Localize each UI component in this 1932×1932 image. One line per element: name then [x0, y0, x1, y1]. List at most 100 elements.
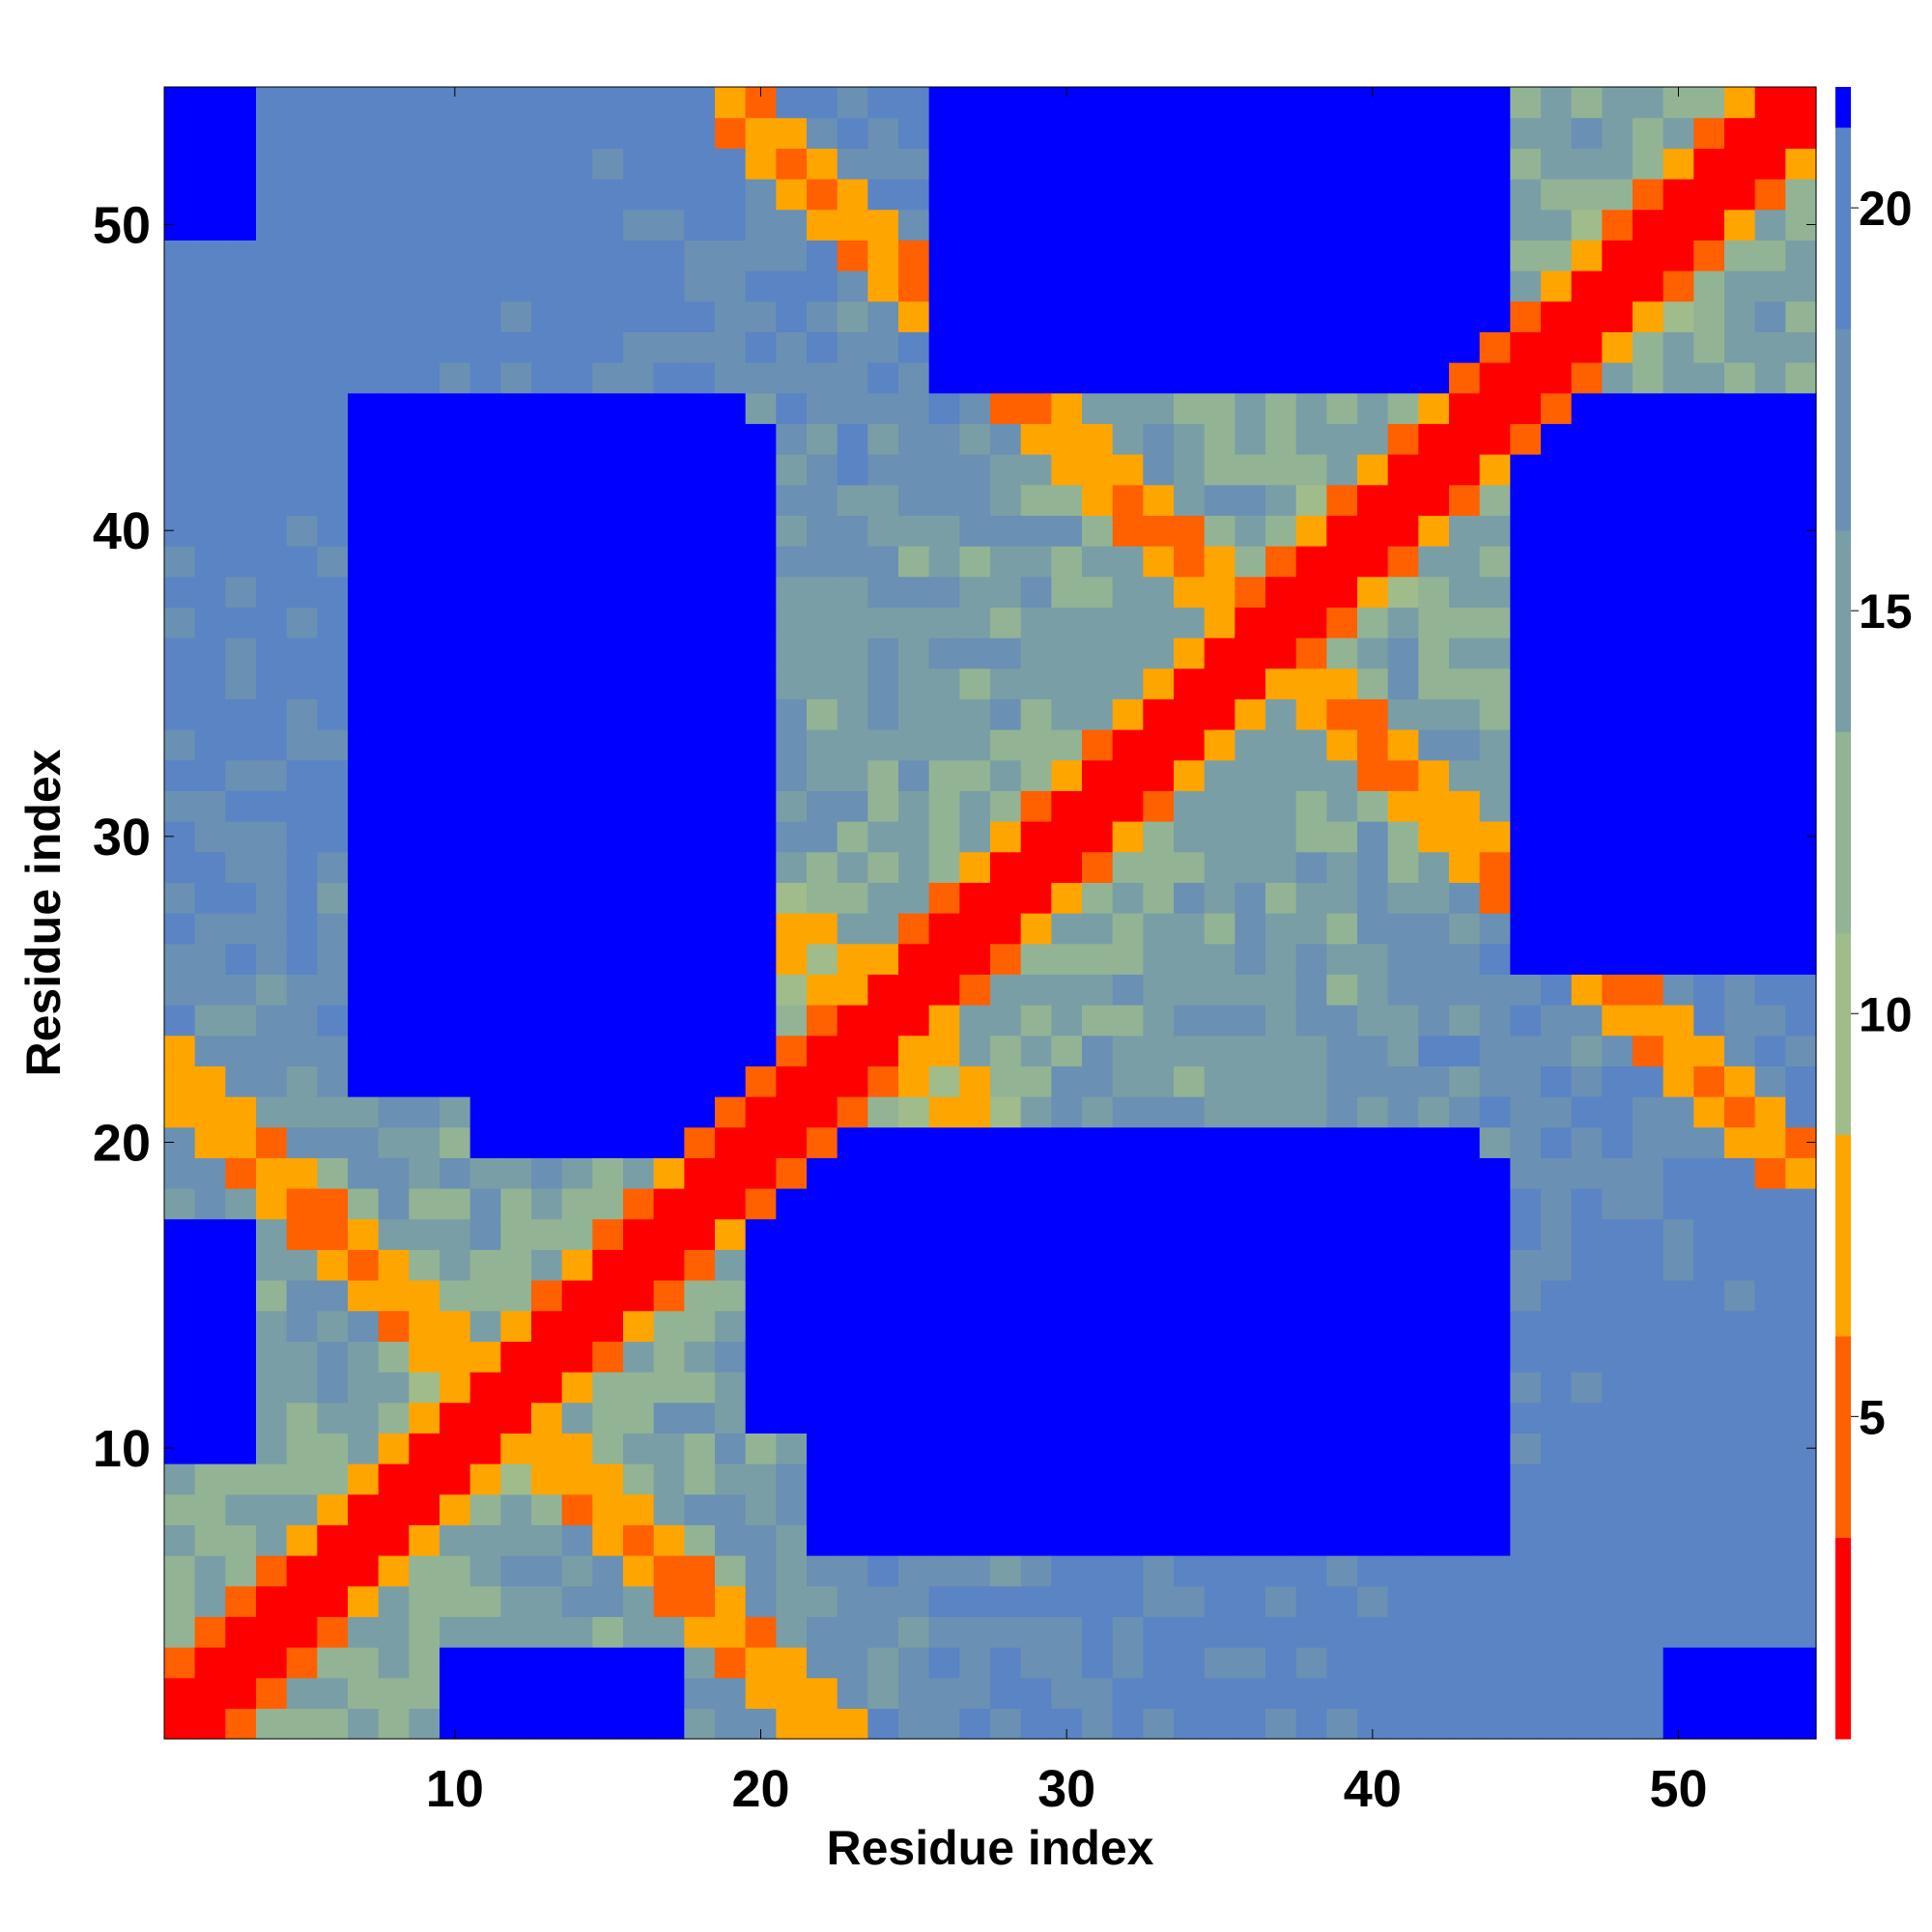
heatmap-cell [1082, 668, 1114, 699]
heatmap-cell [1326, 1065, 1358, 1097]
heatmap-cell [807, 1035, 838, 1066]
heatmap-cell [469, 1585, 501, 1617]
heatmap-cell [776, 1035, 808, 1066]
heatmap-cell [1326, 362, 1358, 394]
heatmap-cell [1326, 668, 1358, 699]
heatmap-cell [592, 1555, 624, 1587]
heatmap-cell [715, 698, 747, 730]
heatmap-cell [500, 240, 532, 271]
heatmap-cell [1174, 1433, 1206, 1464]
heatmap-cell [990, 240, 1022, 271]
heatmap-cell [1754, 729, 1786, 761]
heatmap-cell [348, 759, 380, 791]
heatmap-cell [837, 1616, 868, 1648]
heatmap-cell [959, 1372, 991, 1404]
heatmap-cell [1571, 607, 1603, 639]
heatmap-cell [715, 515, 747, 547]
heatmap-cell [1541, 484, 1573, 516]
heatmap-cell [1235, 1310, 1266, 1342]
heatmap-cell [164, 300, 196, 332]
heatmap-cell [1143, 1708, 1175, 1740]
heatmap-cell [1265, 1372, 1297, 1404]
heatmap-cell [409, 546, 440, 578]
heatmap-cell [592, 576, 624, 608]
heatmap-cell [378, 484, 410, 516]
heatmap-cell [592, 698, 624, 730]
heatmap-cell [990, 1310, 1022, 1342]
heatmap-cell [898, 790, 930, 822]
heatmap-cell [1785, 790, 1817, 822]
heatmap-cell [990, 423, 1022, 455]
heatmap-cell [1693, 117, 1725, 149]
heatmap-cell [1051, 546, 1083, 578]
heatmap-cell [1571, 179, 1603, 211]
heatmap-cell [745, 759, 777, 791]
heatmap-cell [256, 331, 288, 363]
heatmap-cell [1479, 484, 1511, 516]
heatmap-cell [776, 1708, 808, 1740]
heatmap-cell [1295, 423, 1327, 455]
heatmap-cell [440, 1677, 471, 1709]
heatmap-cell [1571, 1708, 1603, 1740]
heatmap-cell [409, 821, 440, 853]
heatmap-cell [837, 1647, 868, 1679]
heatmap-cell [317, 1402, 349, 1434]
heatmap-cell [469, 1463, 501, 1495]
heatmap-cell [440, 638, 471, 669]
heatmap-cell [592, 1708, 624, 1740]
heatmap-cell [1143, 1005, 1175, 1037]
heatmap-cell [1754, 1065, 1786, 1097]
heatmap-cell [348, 454, 380, 486]
heatmap-cell [745, 423, 777, 455]
heatmap-cell [1571, 668, 1603, 699]
heatmap-cell [745, 943, 777, 975]
heatmap-cell [1265, 87, 1297, 119]
heatmap-cell [469, 1218, 501, 1250]
heatmap-cell [1693, 821, 1725, 853]
heatmap-cell [1571, 882, 1603, 914]
heatmap-cell [1020, 1126, 1052, 1158]
heatmap-cell [1479, 607, 1511, 639]
heatmap-cell [807, 790, 838, 822]
heatmap-cell [1541, 1126, 1573, 1158]
heatmap-cell [225, 1555, 257, 1587]
heatmap-cell [500, 1005, 532, 1037]
heatmap-cell [317, 638, 349, 669]
heatmap-cell [1051, 1585, 1083, 1617]
heatmap-cell [715, 423, 747, 455]
heatmap-cell [1754, 668, 1786, 699]
heatmap-cell [592, 1188, 624, 1220]
heatmap-cell [1265, 851, 1297, 883]
heatmap-cell [1295, 790, 1327, 822]
heatmap-cell [867, 1126, 899, 1158]
heatmap-cell [1235, 882, 1266, 914]
heatmap-cell [469, 638, 501, 669]
heatmap-cell [225, 882, 257, 914]
heatmap-cell [1571, 1616, 1603, 1648]
heatmap-cell [225, 1493, 257, 1525]
heatmap-cell [348, 790, 380, 822]
heatmap-cell [1051, 1157, 1083, 1189]
heatmap-cell [592, 1372, 624, 1404]
heatmap-cell [1449, 1616, 1481, 1648]
heatmap-cell [653, 546, 685, 578]
heatmap-cell [1357, 698, 1389, 730]
heatmap-cell [1082, 882, 1114, 914]
heatmap-cell [898, 1126, 930, 1158]
colorbar-tick-label: 10 [1859, 987, 1913, 1041]
heatmap-cell [959, 423, 991, 455]
heatmap-cell [1724, 729, 1756, 761]
heatmap-cell [1265, 1647, 1297, 1679]
heatmap-cell [1387, 1463, 1419, 1495]
heatmap-cell [469, 423, 501, 455]
heatmap-cell [1020, 179, 1052, 211]
heatmap-cell [898, 974, 930, 1006]
heatmap-cell [959, 87, 991, 119]
heatmap-cell [1357, 974, 1389, 1006]
heatmap-cell [1449, 1585, 1481, 1617]
heatmap-cell [1326, 1402, 1358, 1434]
heatmap-cell [745, 913, 777, 945]
heatmap-cell [1020, 790, 1052, 822]
heatmap-cell [1357, 1065, 1389, 1097]
heatmap-cell [256, 117, 288, 149]
